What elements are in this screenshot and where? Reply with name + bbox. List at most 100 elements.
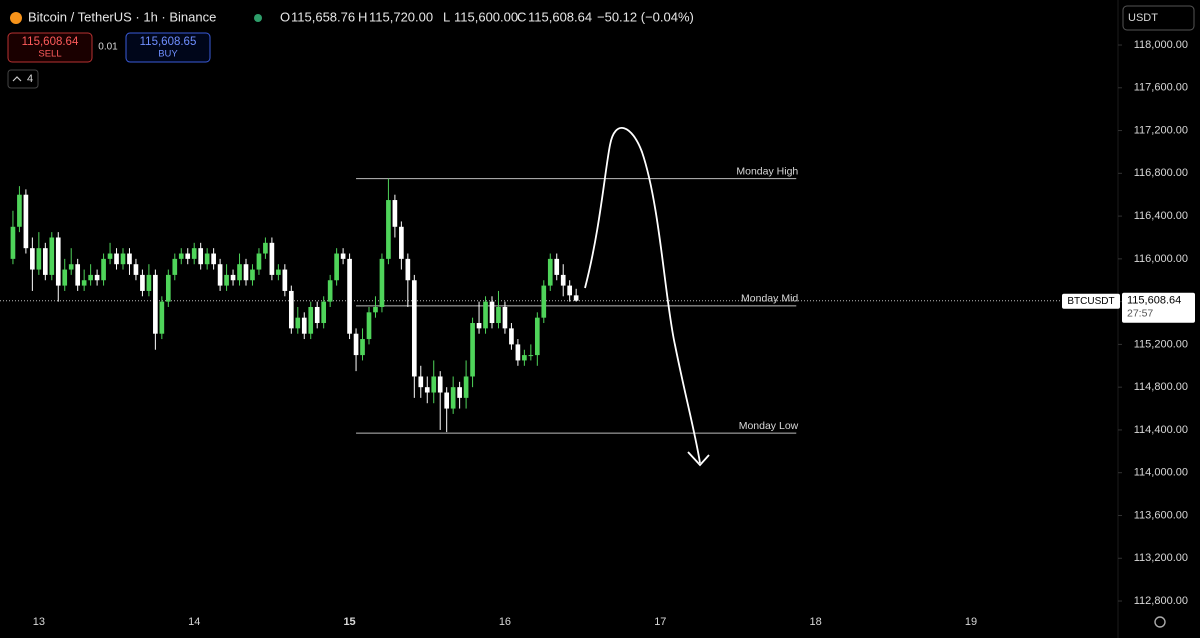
indicators-toggle[interactable] [7,69,39,89]
candle-body [107,253,113,259]
candle-body [81,280,87,286]
buy-button[interactable] [125,32,211,63]
x-tick-label: 15 [343,616,355,628]
indicator-count[interactable]: 4 [27,73,33,85]
candle-body [243,264,249,281]
drawn-arrow [584,127,701,464]
candle-body [560,274,566,286]
candle-body [301,317,307,334]
candle-body [114,253,119,265]
x-tick-label: 19 [965,616,977,628]
candle-body [36,248,42,270]
candle-body [509,328,514,345]
candle-body [347,258,352,334]
candle-body [314,306,320,324]
candle-body [204,253,210,265]
candle-body [276,269,281,275]
candle-body [327,280,333,302]
candle-body [250,269,255,281]
candle-body [379,258,385,307]
candle-body [256,253,262,270]
candle-body [217,264,223,286]
ohlc-key: O [280,9,290,24]
candle-body [418,376,424,388]
candle-body [502,306,508,329]
candle-body [360,339,365,356]
y-tick-label: 116,800.00 [1134,167,1188,179]
y-tick-label: 118,000.00 [1134,39,1188,51]
chevron [12,76,22,82]
candle-body [165,274,171,302]
y-tick-label: 116,400.00 [1134,210,1188,222]
last-price-box [1122,292,1195,323]
candle-body [288,290,294,329]
y-tick-label: 112,800.00 [1134,595,1188,607]
candle-body [153,274,158,334]
candle-body [62,269,68,286]
buy-label[interactable]: BUY [158,49,178,60]
candle-body [30,248,35,270]
candle-body [88,274,93,281]
y-tick-label: 114,400.00 [1134,424,1188,436]
candle-body [120,253,126,265]
candle-body [68,264,74,270]
last-price-label: 115,608.64 [1127,295,1181,307]
candle-body [282,269,288,291]
y-tick-label: 113,600.00 [1134,509,1188,521]
currency[interactable]: USDT [1128,12,1158,24]
candle-body [450,387,456,409]
ohlc-key: H [358,9,367,24]
sell-price[interactable]: 115,608.64 [22,36,79,48]
ohlc-header: O 115,658.76 H 115,720.00 L 115,600.00C 115,60… [280,9,592,24]
candle-body [49,237,55,275]
x-tick-label: 17 [654,616,666,628]
sell-label[interactable]: SELL [38,49,61,60]
candle-body [178,253,184,259]
candle-body [191,248,197,259]
ticker-tag: BTCUSDT [1067,296,1114,307]
candle-body [263,242,268,254]
candle-body [146,274,152,291]
candle-body [386,200,391,259]
candle-body [140,274,145,291]
candle-body [470,323,475,377]
candle-body [340,253,346,259]
ohlc-key: L [443,9,450,24]
settings-icon[interactable] [1154,616,1166,628]
candle-body [431,376,437,393]
market-status [254,14,262,22]
candle-body [554,258,560,275]
candle-body [424,387,430,393]
candle-body [334,253,339,281]
x-tick-label: 14 [188,616,200,628]
y-tick-label: 114,800.00 [1134,381,1188,393]
candle-body [23,194,29,249]
countdown: 27:57 [1127,307,1153,319]
candle-body [185,253,191,259]
symbol-title: Bitcoin / TetherUS · 1h · Binance [28,9,216,24]
ohlc-value: 115,658.76 [291,9,355,24]
candle-body [547,258,553,286]
candle-body [366,312,372,340]
sell-button[interactable] [7,32,93,63]
candle-body [567,285,573,296]
candle-body [198,248,204,265]
candle-body [321,301,327,324]
currency-select[interactable] [1122,5,1195,31]
symbol-icon [10,12,22,24]
change: −50.12 (−0.04%) [597,9,694,24]
y-tick-label: 117,600.00 [1134,82,1188,94]
candle-body [17,194,22,227]
y-tick-label: 115,200.00 [1134,338,1188,350]
candle-body [237,264,242,281]
candle-body [541,285,547,318]
buy-price[interactable]: 115,608.65 [140,36,197,48]
candle-body [463,376,469,398]
level-label: Monday Low [739,420,799,432]
candle-body [269,242,275,275]
candle-body [444,392,450,409]
candle-body [515,344,521,361]
